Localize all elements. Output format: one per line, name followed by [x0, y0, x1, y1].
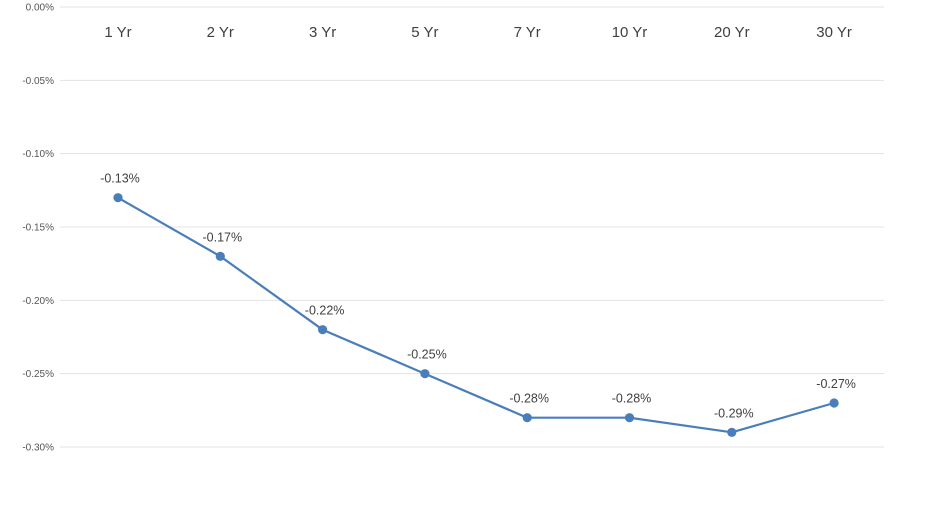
x-tick-label: 3 Yr — [309, 24, 336, 41]
x-tick-label: 5 Yr — [411, 24, 438, 41]
data-label: -0.28% — [509, 392, 549, 406]
data-label: -0.22% — [305, 304, 345, 318]
data-label: -0.17% — [202, 230, 242, 244]
data-label: -0.29% — [714, 406, 754, 420]
data-point — [420, 369, 430, 379]
y-tick-label: -0.15% — [22, 223, 54, 234]
x-tick-label: 10 Yr — [612, 24, 648, 41]
y-tick-label: -0.10% — [22, 149, 54, 160]
series-group: -0.13% -0.17% -0.22% -0.25% -0.28% -0.28% -0.2… — [100, 172, 856, 437]
x-tick-label: 1 Yr — [104, 24, 131, 41]
x-tick-label: 20 Yr — [714, 24, 750, 41]
data-point — [624, 413, 635, 423]
y-tick-label: -0.20% — [22, 296, 54, 307]
y-tick-label: 0.00% — [26, 3, 54, 14]
data-point — [113, 193, 123, 203]
x-tick-label: 2 Yr — [207, 24, 234, 41]
data-label: -0.27% — [816, 377, 856, 391]
x-tick-label: 30 Yr — [816, 24, 852, 41]
y-tick-label: -0.30% — [22, 443, 54, 454]
data-label: -0.13% — [100, 172, 140, 186]
data-point — [318, 325, 328, 335]
gridlines — [60, 6, 884, 448]
data-point — [727, 427, 737, 437]
y-tick-label: -0.05% — [22, 76, 54, 87]
data-label: -0.25% — [407, 348, 447, 362]
y-axis: 0.00% -0.05% -0.10% -0.15% -0.20% -0.25% -0.30… — [22, 3, 54, 454]
x-axis: 1 Yr 2 Yr 3 Yr 5 Yr 7 Yr 10 Yr 20 Yr 30 Yr — [104, 24, 852, 41]
x-tick-label: 7 Yr — [514, 24, 541, 41]
data-point — [829, 398, 839, 408]
y-tick-label: -0.25% — [22, 369, 54, 380]
data-label: -0.28% — [612, 392, 652, 406]
series-line — [117, 196, 835, 434]
data-point — [215, 251, 225, 261]
data-point — [522, 413, 532, 423]
